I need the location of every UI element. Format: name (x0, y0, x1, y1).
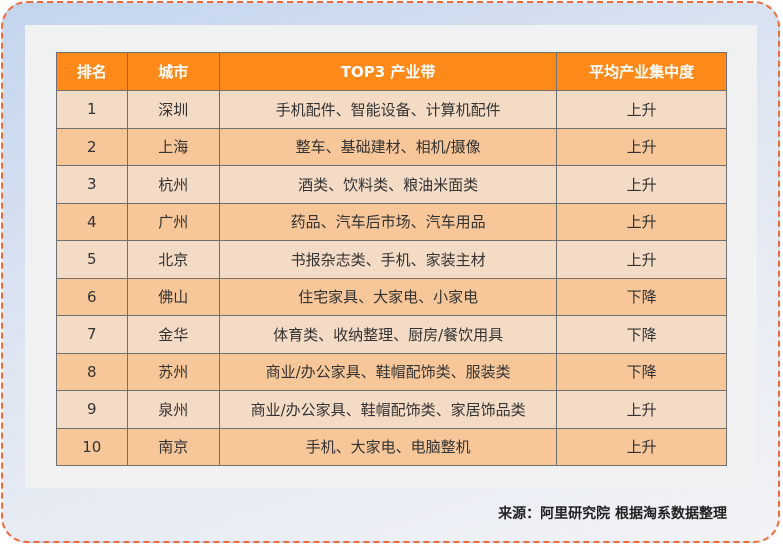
industry-cell: 商业/办公家具、鞋帽配饰类、家居饰品类 (218, 390, 558, 429)
industry-cell: 书报杂志类、手机、家装主材 (218, 240, 558, 279)
industry-cell: 手机、大家电、电脑整机 (218, 427, 558, 466)
rank-cell: 10 (56, 427, 128, 466)
city-cell: 广州 (126, 202, 220, 241)
city-cell: 上海 (126, 127, 220, 166)
rank-cell: 2 (56, 127, 128, 166)
trend-cell: 上升 (556, 127, 727, 166)
column-header: 排名 (56, 52, 128, 91)
city-cell: 苏州 (126, 352, 220, 391)
industry-cell: 整车、基础建材、相机/摄像 (218, 127, 558, 166)
trend-cell: 上升 (556, 202, 727, 241)
rank-cell: 6 (56, 277, 128, 316)
trend-cell: 上升 (556, 165, 727, 204)
table-row: 10 南京 手机、大家电、电脑整机 上升 (56, 427, 727, 466)
table-row: 1 深圳 手机配件、智能设备、计算机配件 上升 (56, 90, 727, 129)
rank-cell: 5 (56, 240, 128, 279)
city-cell: 泉州 (126, 390, 220, 429)
rank-cell: 7 (56, 315, 128, 354)
city-cell: 南京 (126, 427, 220, 466)
table-row: 4 广州 药品、汽车后市场、汽车用品 上升 (56, 202, 727, 241)
table-row: 6 佛山 住宅家具、大家电、小家电 下降 (56, 277, 727, 316)
source-note: 来源：阿里研究院 根据淘系数据整理 (498, 506, 727, 522)
industry-cell: 体育类、收纳整理、厨房/餐饮用具 (218, 315, 558, 354)
trend-cell: 下降 (556, 352, 727, 391)
trend-cell: 上升 (556, 427, 727, 466)
table-row: 5 北京 书报杂志类、手机、家装主材 上升 (56, 240, 727, 279)
table-row: 9 泉州 商业/办公家具、鞋帽配饰类、家居饰品类 上升 (56, 390, 727, 429)
city-cell: 杭州 (126, 165, 220, 204)
city-cell: 深圳 (126, 90, 220, 129)
table-row: 7 金华 体育类、收纳整理、厨房/餐饮用具 下降 (56, 315, 727, 354)
industry-cell: 手机配件、智能设备、计算机配件 (218, 90, 558, 129)
industry-cell: 商业/办公家具、鞋帽配饰类、服装类 (218, 352, 558, 391)
column-header: TOP3 产业带 (218, 52, 558, 91)
industry-cell: 住宅家具、大家电、小家电 (218, 277, 558, 316)
table-header-row: 排名 城市 TOP3 产业带 平均产业集中度 (56, 52, 727, 91)
table-row: 2 上海 整车、基础建材、相机/摄像 上升 (56, 127, 727, 166)
rank-cell: 9 (56, 390, 128, 429)
column-header: 城市 (126, 52, 220, 91)
city-cell: 北京 (126, 240, 220, 279)
trend-cell: 下降 (556, 277, 727, 316)
trend-cell: 上升 (556, 90, 727, 129)
industry-cell: 药品、汽车后市场、汽车用品 (218, 202, 558, 241)
column-header: 平均产业集中度 (556, 52, 727, 91)
ranking-table: 排名 城市 TOP3 产业带 平均产业集中度 1 深圳 手机配件、智能设备、计算机配件 上升… (56, 52, 727, 466)
trend-cell: 上升 (556, 240, 727, 279)
table-row: 3 杭州 酒类、饮料类、粮油米面类 上升 (56, 165, 727, 204)
rank-cell: 1 (56, 90, 128, 129)
rank-cell: 8 (56, 352, 128, 391)
trend-cell: 下降 (556, 315, 727, 354)
city-cell: 佛山 (126, 277, 220, 316)
table-row: 8 苏州 商业/办公家具、鞋帽配饰类、服装类 下降 (56, 352, 727, 391)
city-cell: 金华 (126, 315, 220, 354)
trend-cell: 上升 (556, 390, 727, 429)
industry-cell: 酒类、饮料类、粮油米面类 (218, 165, 558, 204)
rank-cell: 3 (56, 165, 128, 204)
rank-cell: 4 (56, 202, 128, 241)
